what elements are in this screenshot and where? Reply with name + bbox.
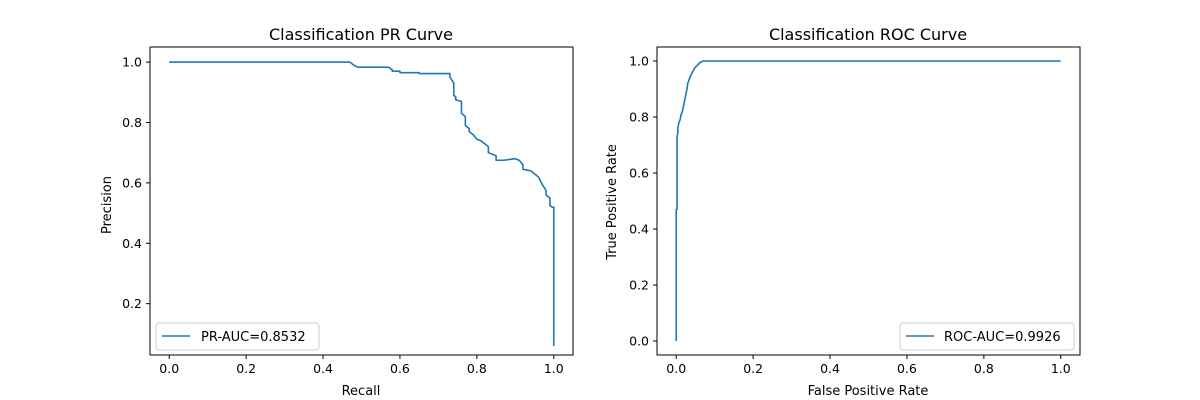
roc-plot-marks	[675, 60, 1061, 341]
roc-y-tick-label: 0.8	[629, 110, 649, 125]
pr-curve-panel: Classification PR Curve Recall Precision…	[100, 25, 574, 399]
pr-y-tick-label: 0.4	[122, 236, 142, 251]
pr-series-line	[169, 61, 555, 346]
pr-x-axis-label: Recall	[342, 384, 381, 399]
roc-y-tick-label: 0.0	[629, 334, 649, 349]
pr-plot-marks	[169, 61, 555, 346]
pr-legend: PR-AUC=0.8532	[155, 322, 320, 351]
roc-y-axis-label: True Positive Rate	[605, 144, 620, 261]
pr-y-tick-label: 1.0	[122, 55, 142, 70]
roc-legend-label: ROC-AUC=0.9926	[944, 330, 1061, 345]
roc-legend: ROC-AUC=0.9926	[899, 322, 1075, 351]
pr-x-tick-label: 0.0	[159, 361, 179, 376]
pr-x-tick-label: 0.6	[390, 361, 410, 376]
roc-x-tick-label: 0.4	[820, 361, 840, 376]
pr-legend-label: PR-AUC=0.8532	[201, 330, 306, 345]
pr-legend-box	[155, 322, 320, 351]
pr-y-tick-label: 0.6	[122, 175, 142, 190]
roc-y-tick-label: 0.6	[629, 166, 649, 181]
pr-plot-frame	[149, 46, 574, 356]
roc-series-line	[675, 60, 1061, 341]
pr-x-tick-label: 1.0	[544, 361, 564, 376]
roc-x-tick-label: 1.0	[1051, 361, 1071, 376]
roc-y-tick-label: 0.4	[629, 222, 649, 237]
roc-chart-title: Classification ROC Curve	[769, 25, 967, 44]
roc-x-tick-label: 0.2	[743, 361, 763, 376]
pr-y-tick-label: 0.2	[122, 296, 142, 311]
pr-y-tick-label: 0.8	[122, 115, 142, 130]
pr-x-tick-label: 0.4	[313, 361, 333, 376]
roc-plot-frame	[656, 46, 1081, 356]
pr-y-axis-label: Precision	[100, 176, 115, 234]
pr-x-tick-label: 0.2	[236, 361, 256, 376]
roc-x-tick-label: 0.8	[974, 361, 994, 376]
roc-y-tick-label: 0.2	[629, 278, 649, 293]
roc-legend-box	[899, 322, 1075, 351]
roc-x-tick-label: 0.6	[897, 361, 917, 376]
pr-ticks: 0.0 0.2 0.4 0.6 0.8 1.0 0.2 0.4 0.6 0.8 1.0	[122, 55, 564, 376]
roc-x-tick-label: 0.0	[666, 361, 686, 376]
roc-y-tick-label: 1.0	[629, 54, 649, 69]
pr-x-tick-label: 0.8	[467, 361, 487, 376]
roc-curve-panel: Classification ROC Curve False Positive …	[605, 25, 1081, 399]
pr-chart-title: Classification PR Curve	[269, 25, 453, 44]
roc-x-axis-label: False Positive Rate	[808, 384, 929, 399]
roc-ticks: 0.0 0.2 0.4 0.6 0.8 1.0 0.0 0.2 0.4 0.6 0.8 1.0	[629, 54, 1071, 377]
